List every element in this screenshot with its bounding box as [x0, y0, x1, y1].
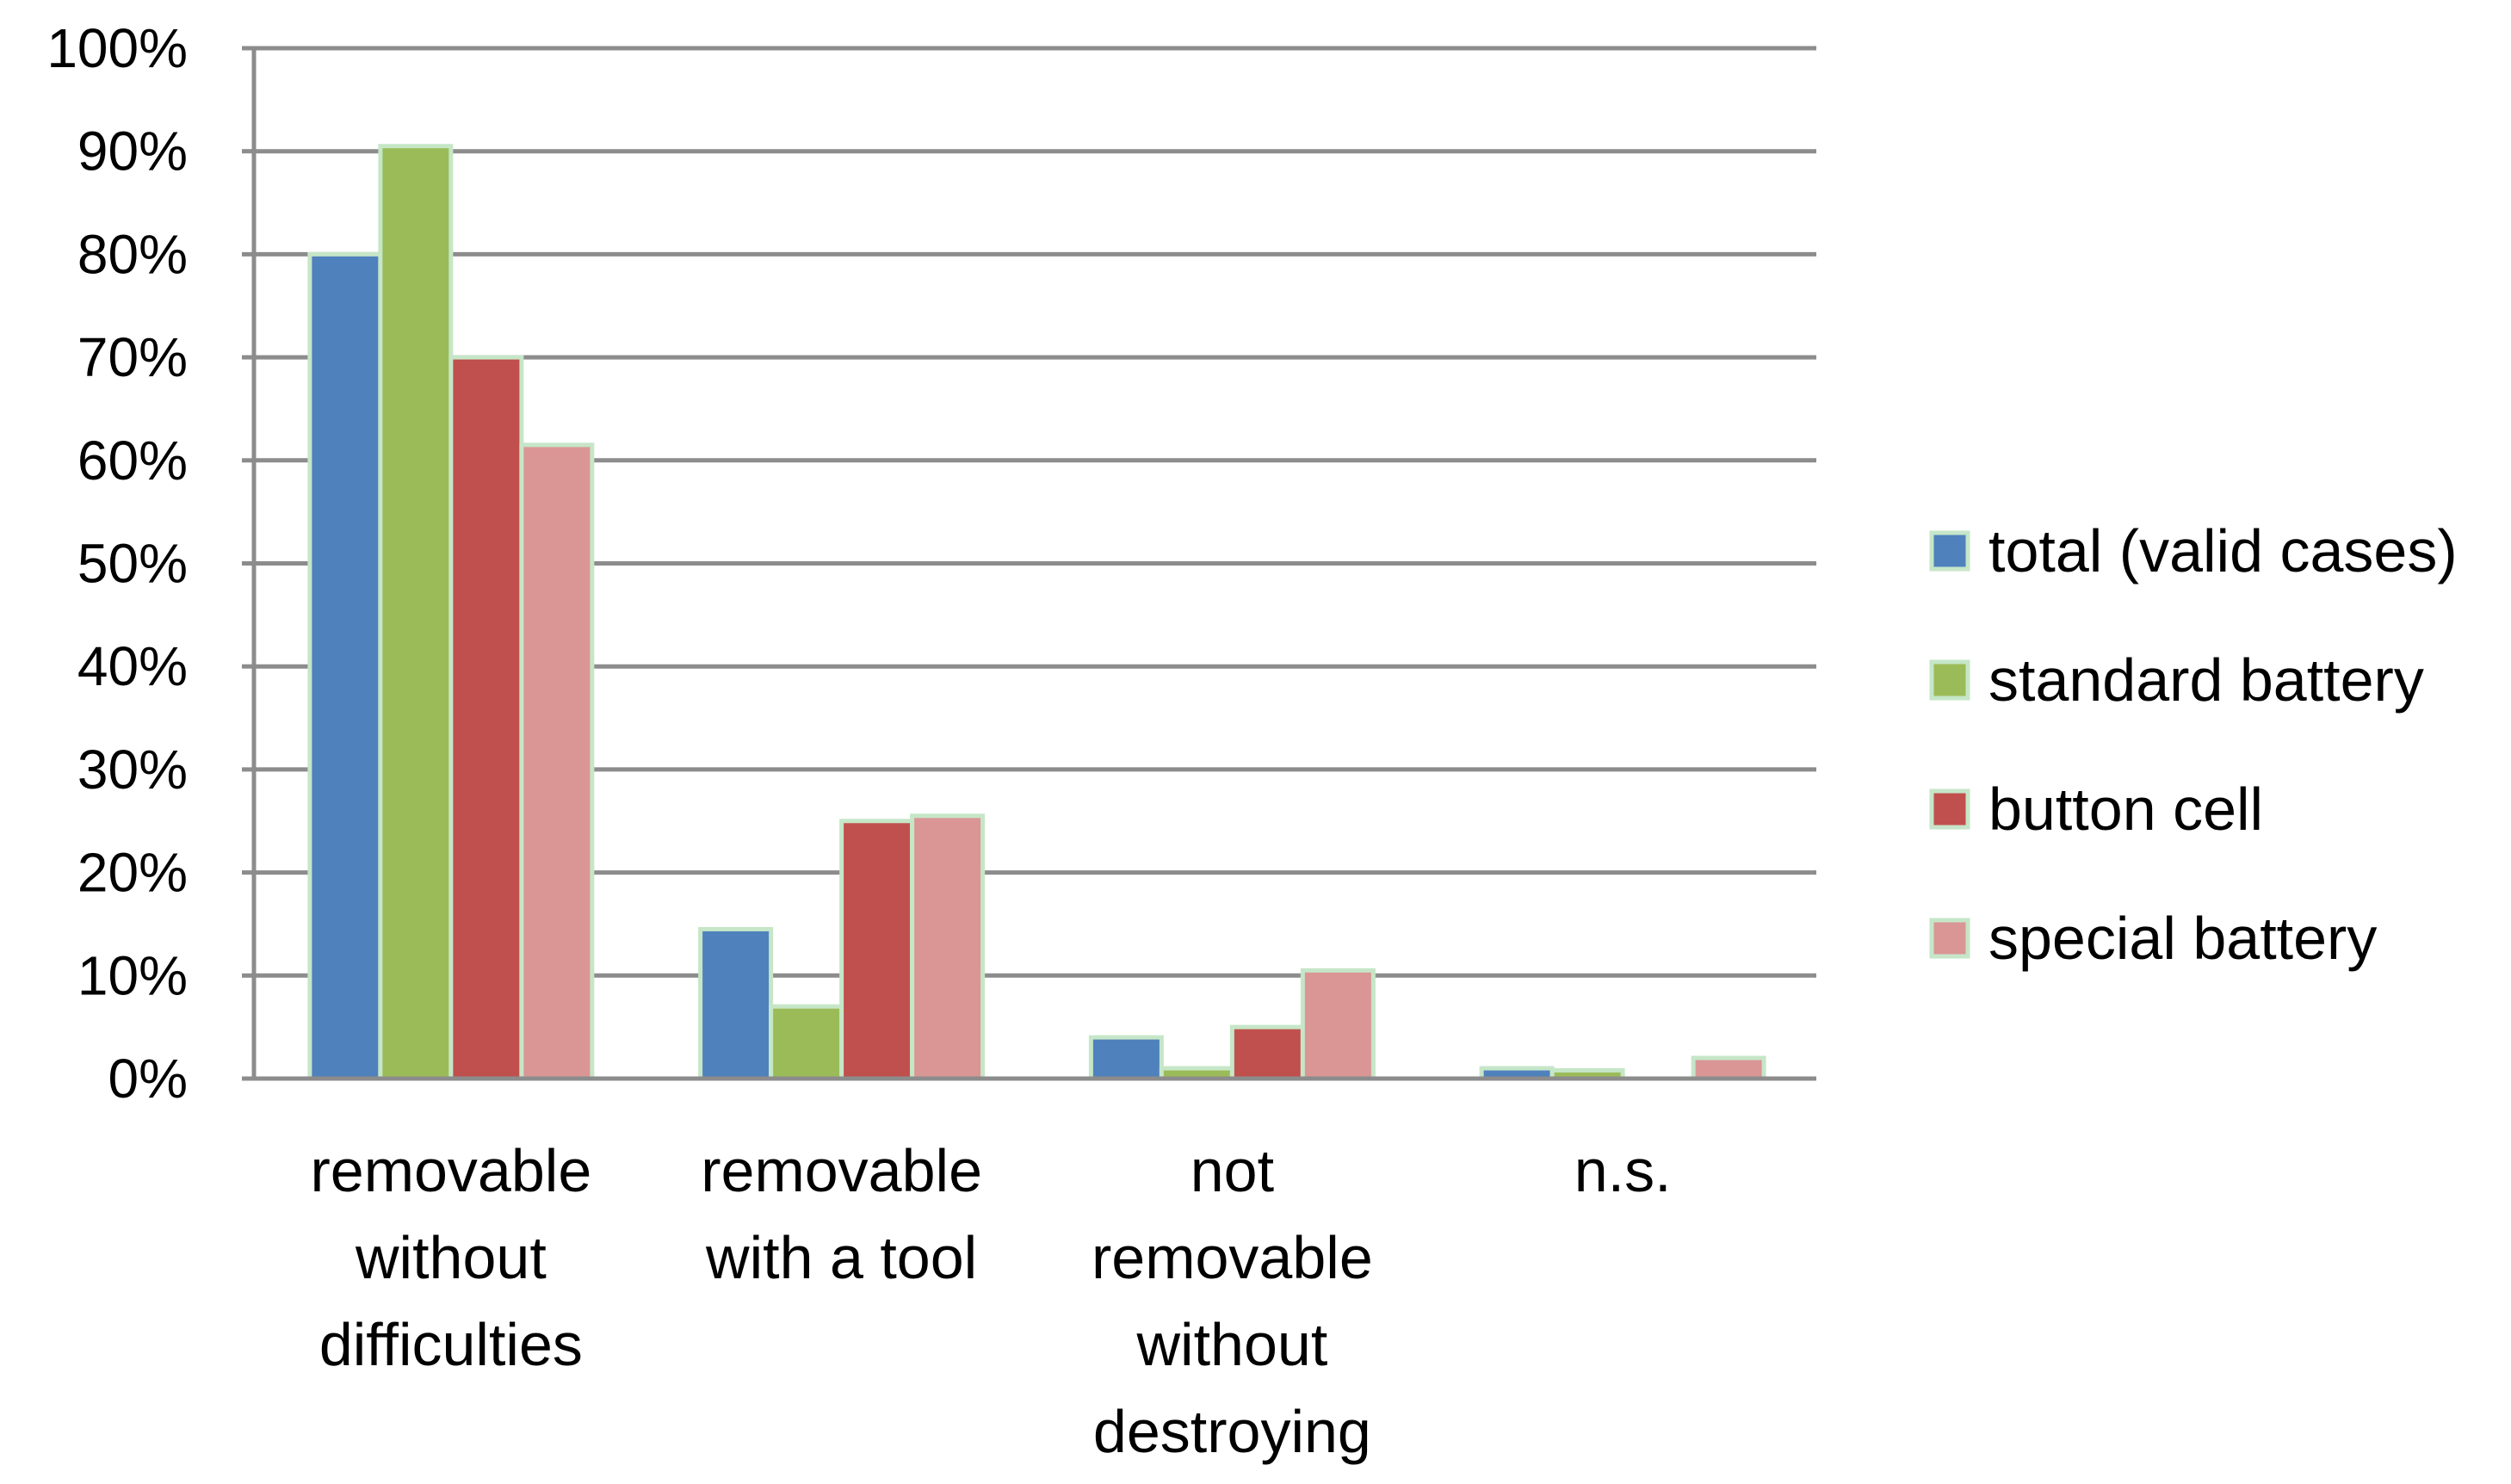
legend-swatch: [1929, 788, 1970, 830]
bars: [307, 144, 1766, 1081]
x-tick-label: without: [355, 1224, 547, 1291]
bar: [910, 813, 986, 1081]
bar: [1229, 1024, 1305, 1081]
y-tick-labels: 0% 10% 20% 30% 40% 50% 60% 70% 80% 90% 100%: [46, 17, 188, 1110]
y-tick-label: 50%: [77, 533, 188, 595]
legend-swatch: [1929, 659, 1970, 701]
legend-swatch: [1929, 530, 1970, 572]
bar: [1300, 968, 1376, 1081]
x-tick-label: n.s.: [1574, 1137, 1672, 1204]
y-tick-label: 60%: [77, 430, 188, 492]
bar: [307, 251, 383, 1081]
y-tick-label: 10%: [77, 944, 188, 1006]
x-tick-label: without: [1135, 1311, 1327, 1378]
y-tick-label: 20%: [77, 842, 188, 904]
y-tick-label: 70%: [77, 326, 188, 388]
bar: [1691, 1055, 1766, 1081]
y-tick-label: 40%: [77, 635, 188, 697]
bar: [519, 442, 595, 1081]
legend-label: button cell: [1988, 776, 2263, 843]
bar: [378, 144, 454, 1081]
legend-swatch: [1929, 918, 1970, 959]
y-tick-label: 0%: [108, 1048, 189, 1110]
y-tick-label: 90%: [77, 121, 188, 182]
x-tick-label: destroying: [1093, 1398, 1371, 1465]
bar: [769, 1004, 844, 1081]
bar: [839, 819, 915, 1081]
legend-label: special battery: [1988, 905, 2377, 972]
x-tick-label: difficulties: [319, 1311, 583, 1378]
legend: total (valid cases) standard battery butto…: [1929, 517, 2458, 972]
x-tick-label: removable: [1092, 1224, 1373, 1291]
legend-label: total (valid cases): [1988, 517, 2458, 584]
legend-label: standard battery: [1988, 646, 2424, 714]
y-tick-label: 80%: [77, 223, 188, 285]
x-tick-label: removable: [310, 1137, 591, 1204]
x-tick-label: with a tool: [705, 1224, 977, 1291]
x-tick-label: removable: [701, 1137, 982, 1204]
y-tick-label: 30%: [77, 739, 188, 801]
category-labels: removable without difficulties removable wit…: [310, 1137, 1671, 1465]
bar: [448, 355, 524, 1081]
x-tick-label: not: [1191, 1137, 1274, 1204]
y-tick-label: 100%: [46, 17, 188, 79]
axes: [242, 46, 1816, 1081]
bar: [698, 926, 774, 1081]
bar: [1088, 1035, 1164, 1081]
